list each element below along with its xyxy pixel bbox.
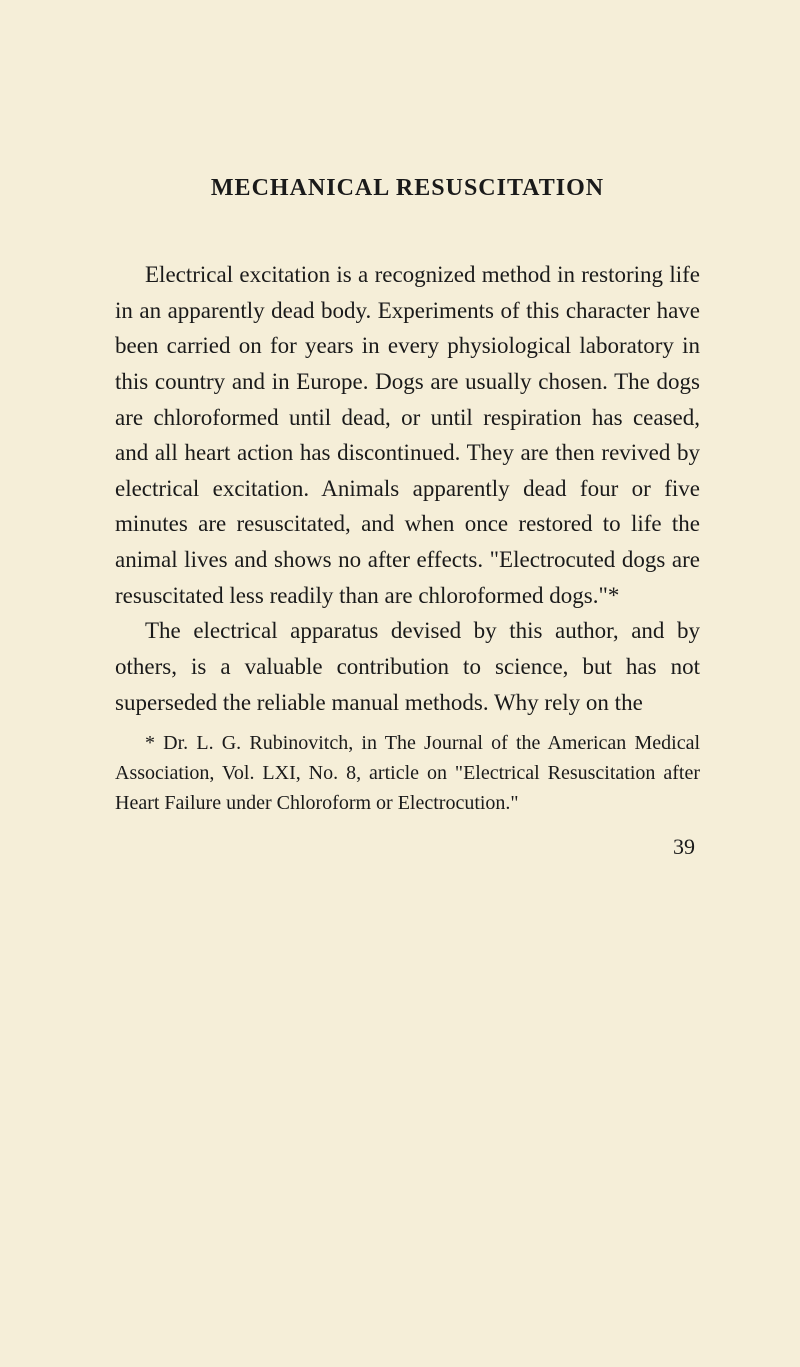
page-title: MECHANICAL RESUSCITATION (115, 175, 700, 202)
body-paragraph-2: The electrical apparatus devised by this… (115, 613, 700, 720)
footnote: * Dr. L. G. Rubinovitch, in The Journal … (115, 728, 700, 818)
body-paragraph-1: Electrical excitation is a recognized me… (115, 257, 700, 613)
page-number: 39 (115, 834, 700, 860)
